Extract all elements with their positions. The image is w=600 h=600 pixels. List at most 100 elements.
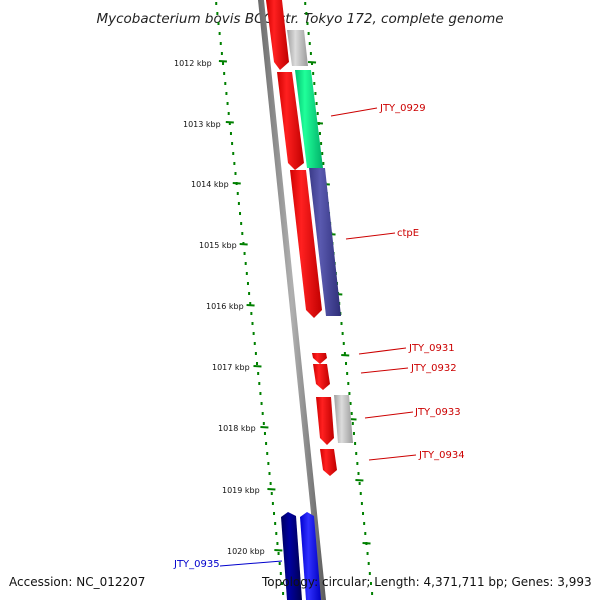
ring-dot (273, 512, 276, 515)
ring-dot (354, 442, 357, 445)
leader-jty-0934 (368, 454, 417, 461)
gene-jty-0929[interactable] (295, 70, 323, 168)
ring-dot (217, 22, 220, 25)
ring-dot (368, 572, 371, 575)
leader-ctpe (345, 232, 396, 240)
ring-dot (355, 452, 358, 455)
ring-dot (322, 162, 325, 165)
ring-dot (234, 172, 237, 175)
ring-dot (346, 372, 349, 375)
ring-dot (276, 542, 279, 545)
label-jty-0931[interactable]: JTY_0931 (408, 343, 455, 354)
gene-arrow-jty-0929-red[interactable] (277, 72, 304, 170)
ring-dot (367, 562, 370, 565)
ring-dot (225, 92, 228, 95)
topology-text: Topology: circular; Length: 4,371,711 bp… (261, 575, 592, 589)
ring-dot (274, 522, 277, 525)
leader-jty-0933 (364, 411, 414, 419)
ring-dot (340, 322, 343, 325)
gene-jty-0935[interactable] (300, 512, 321, 600)
ring-dot (228, 122, 231, 125)
tick-label-1013: 1013 kbp (183, 120, 221, 129)
label-jty-0935[interactable]: JTY_0935 (173, 559, 220, 570)
gene-ctpe[interactable] (309, 168, 341, 316)
ring-dot (316, 112, 319, 115)
ring-dot (219, 42, 222, 45)
gene-arrow-ctpe-red[interactable] (290, 170, 322, 318)
ring-dot (369, 582, 372, 585)
feature-track (266, 0, 353, 600)
ring-dot (366, 552, 369, 555)
ring-major-tick (260, 426, 269, 429)
ring-dot (348, 392, 351, 395)
ring-major-tick (225, 121, 234, 124)
tick-label-1018: 1018 kbp (218, 424, 256, 433)
label-jty-0934[interactable]: JTY_0934 (418, 450, 465, 461)
ring-dot (236, 192, 239, 195)
feature-top-grey[interactable] (287, 30, 308, 66)
ring-dot (305, 12, 308, 15)
tick-label-1015: 1015 kbp (199, 241, 237, 250)
feature-jty-0933-grey[interactable] (334, 395, 353, 443)
accession-text: Accession: NC_012207 (9, 575, 145, 589)
label-ctpe[interactable]: ctpE (397, 228, 419, 239)
ring-dot (254, 352, 257, 355)
ring-dot (267, 462, 270, 465)
ring-dot (215, 2, 218, 5)
ring-dot (261, 412, 264, 415)
ring-dot (308, 42, 311, 45)
ring-dot (347, 382, 350, 385)
gene-jty-0933[interactable] (316, 397, 334, 445)
ring-major-tick (362, 542, 371, 545)
ring-major-tick (239, 243, 248, 246)
ring-dot (227, 112, 230, 115)
ring-dot (244, 262, 247, 265)
ring-dot (249, 302, 252, 305)
leader-jty-0935 (219, 560, 283, 567)
ring-dot (229, 132, 232, 135)
ring-dot (311, 62, 314, 65)
ring-dot (269, 482, 272, 485)
ring-dot (345, 362, 348, 365)
gene-jty-0932[interactable] (313, 364, 330, 390)
ring-dot (304, 2, 307, 5)
ring-dot (245, 272, 248, 275)
ring-dot (224, 82, 227, 85)
label-jty-0929[interactable]: JTY_0929 (379, 103, 426, 114)
ring-dot (260, 402, 263, 405)
ring-dot (314, 92, 317, 95)
ring-dot (270, 492, 273, 495)
ring-dot (351, 422, 354, 425)
ring-dot (315, 102, 318, 105)
gene-arrow-top-red[interactable] (266, 0, 289, 70)
tick-label-1020: 1020 kbp (227, 547, 265, 556)
ring-dot (223, 72, 226, 75)
ring-dot (282, 592, 285, 595)
ring-dot (216, 12, 219, 15)
gene-jty-0935-dark[interactable] (281, 512, 302, 600)
label-jty-0932[interactable]: JTY_0932 (410, 363, 457, 374)
gene-jty-0934[interactable] (320, 449, 337, 476)
ring-dot (320, 142, 323, 145)
outer-dotted-ring (215, 2, 285, 595)
label-jty-0933[interactable]: JTY_0933 (414, 407, 461, 418)
kbp-tick-labels: 1012 kbp 1013 kbp 1014 kbp 1015 kbp 1016… (174, 59, 265, 556)
ring-major-tick (232, 182, 241, 185)
ring-dot (262, 422, 265, 425)
ring-dot (240, 222, 243, 225)
ring-dot (359, 492, 362, 495)
ring-major-tick (246, 304, 255, 307)
ring-major-tick (218, 60, 227, 63)
backbone-ring (258, 0, 326, 600)
gene-jty-0931[interactable] (312, 353, 327, 364)
map-title: Mycobacterium bovis BCG str. Tokyo 172, … (96, 11, 503, 27)
ring-dot (343, 352, 346, 355)
ring-dot (266, 452, 269, 455)
ring-dot (232, 152, 235, 155)
ring-dot (362, 512, 365, 515)
ring-dot (265, 442, 268, 445)
ring-dot (256, 362, 259, 365)
ring-dot (307, 32, 310, 35)
tick-label-1019: 1019 kbp (222, 486, 260, 495)
